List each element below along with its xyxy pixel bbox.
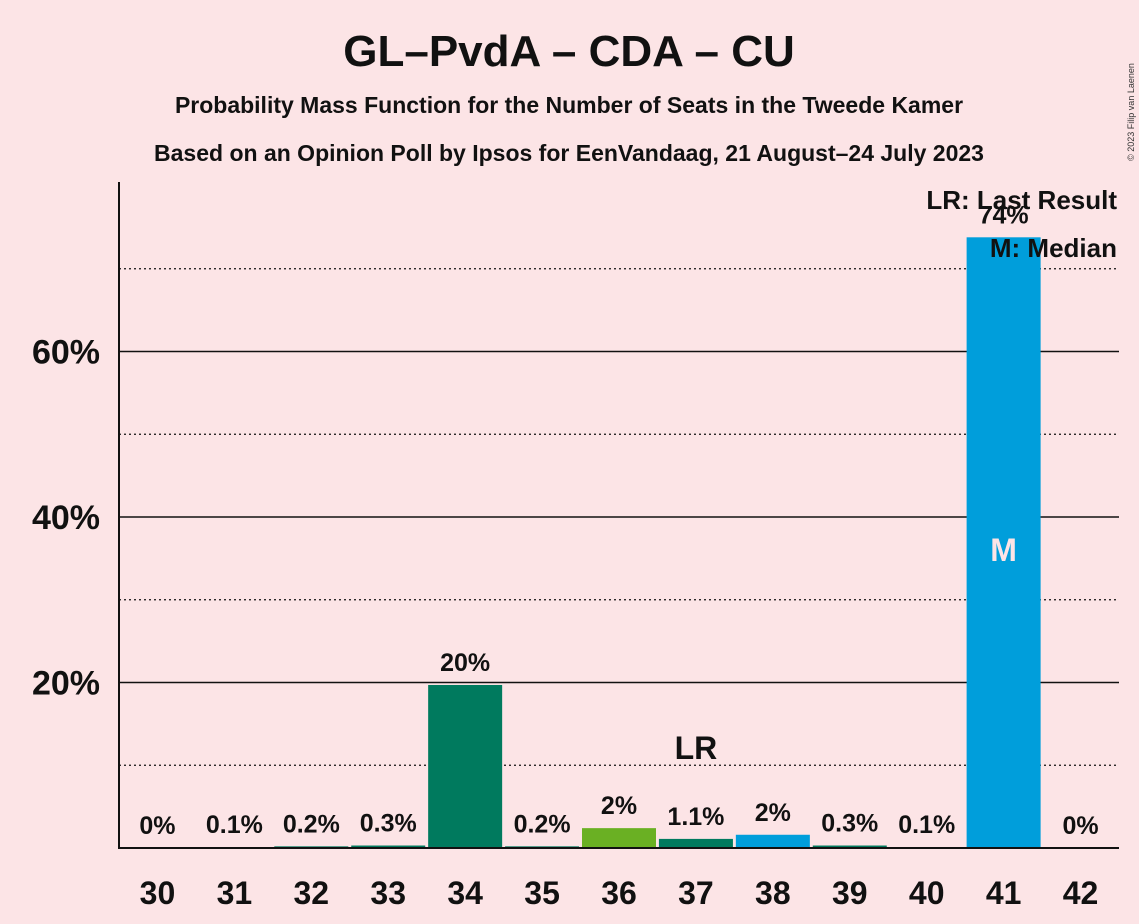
data-label: 1.1% xyxy=(667,803,724,831)
grid-lines xyxy=(119,268,1119,766)
copyright-text: © 2023 Filip van Laenen xyxy=(1126,63,1136,161)
y-axis-ticks: 20% 40% 60% xyxy=(32,334,100,703)
chart-title: GL–PvdA – CDA – CU xyxy=(343,27,795,76)
y-tick-label: 60% xyxy=(32,334,100,372)
x-tick-label: 34 xyxy=(447,875,483,911)
chart-subtitle-1: Probability Mass Function for the Number… xyxy=(175,92,963,118)
x-tick-label: 31 xyxy=(217,875,253,911)
x-tick-label: 35 xyxy=(524,875,560,911)
legend-median: M: Median xyxy=(990,233,1117,263)
x-tick-label: 41 xyxy=(986,875,1022,911)
data-label: 74% xyxy=(979,201,1029,229)
chart-subtitle-2: Based on an Opinion Poll by Ipsos for Ee… xyxy=(154,140,984,166)
data-label: 0.1% xyxy=(898,811,955,839)
data-label: 0% xyxy=(1062,812,1098,840)
x-tick-label: 39 xyxy=(832,875,868,911)
x-tick-label: 42 xyxy=(1063,875,1099,911)
bar xyxy=(735,834,810,848)
x-tick-label: 30 xyxy=(140,875,176,911)
data-label: 0.3% xyxy=(821,810,878,838)
x-tick-label: 40 xyxy=(909,875,945,911)
bars-group xyxy=(120,237,1118,849)
data-label: 2% xyxy=(601,792,637,820)
legend-last-result: LR: Last Result xyxy=(926,185,1117,215)
median-marker: M xyxy=(990,532,1017,568)
data-label: 2% xyxy=(755,799,791,827)
data-label: 0.2% xyxy=(283,810,340,838)
x-tick-label: 32 xyxy=(294,875,330,911)
data-labels-group: 0% 0.1% 0.2% 0.3% 20% 0.2% 2% 1.1% 2% 0.3% 0.1% 74%… xyxy=(139,201,1098,840)
bar xyxy=(812,845,887,848)
bar xyxy=(658,838,733,848)
bar xyxy=(428,684,503,848)
bar xyxy=(351,845,426,848)
data-label: 20% xyxy=(440,649,490,677)
data-label: 0.1% xyxy=(206,811,263,839)
x-tick-label: 37 xyxy=(678,875,714,911)
y-tick-label: 20% xyxy=(32,665,100,703)
y-tick-label: 40% xyxy=(32,499,100,537)
bar xyxy=(582,828,656,848)
x-tick-label: 33 xyxy=(370,875,406,911)
x-tick-label: 38 xyxy=(755,875,791,911)
data-label: 0.3% xyxy=(360,810,417,838)
x-tick-label: 36 xyxy=(601,875,637,911)
last-result-marker: LR xyxy=(675,730,718,766)
bar xyxy=(966,237,1041,848)
x-axis-ticks: 30 31 32 33 34 35 36 37 38 39 40 41 42 xyxy=(140,875,1099,911)
data-label: 0.2% xyxy=(514,810,571,838)
data-label: 0% xyxy=(139,812,175,840)
